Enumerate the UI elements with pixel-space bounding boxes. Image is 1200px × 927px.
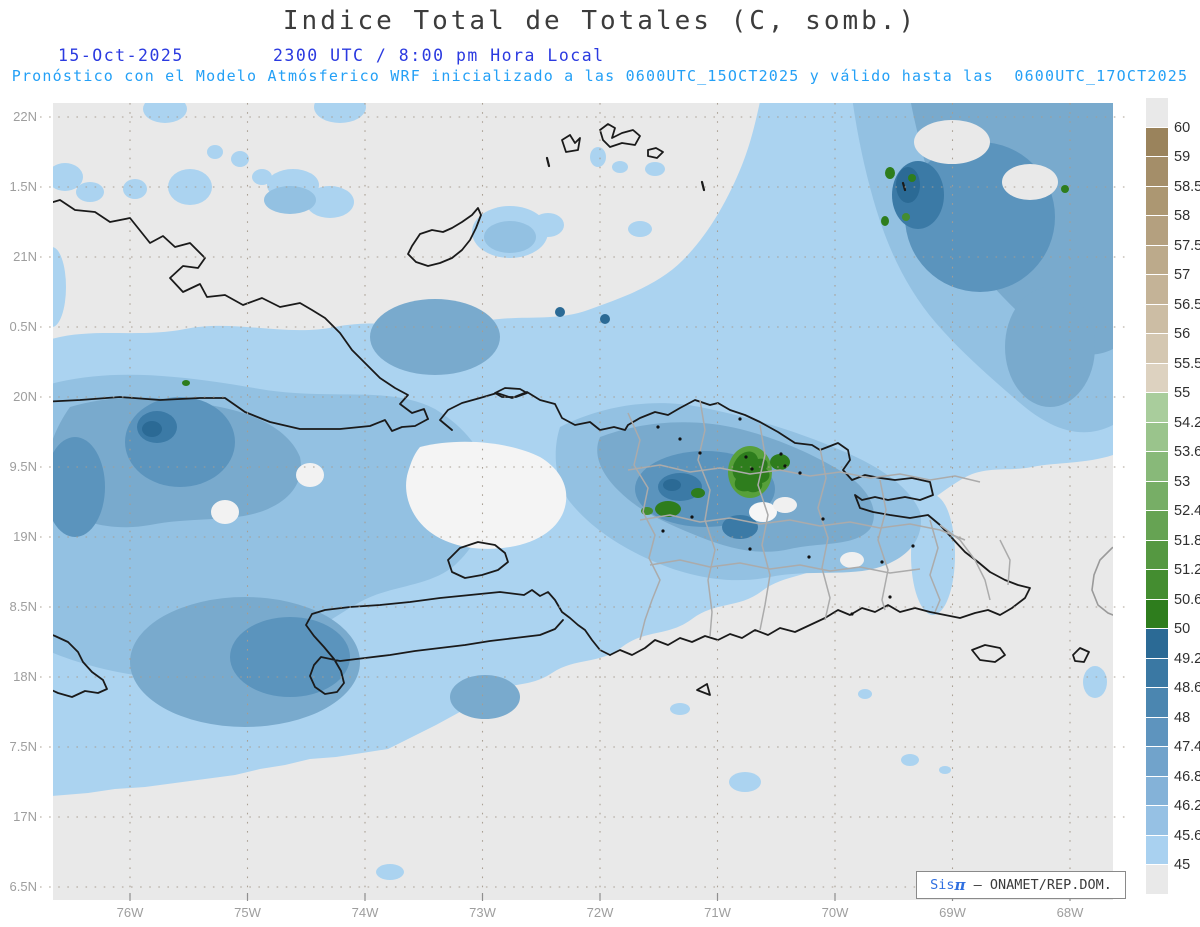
colorbar-segment-3: [1146, 187, 1168, 216]
colorbar-segment-16: [1146, 570, 1168, 599]
colorbar-segment-10: [1146, 393, 1168, 422]
colorbar-label-55.5: 55.5: [1174, 355, 1200, 373]
colorbar-segment-26: [1146, 865, 1168, 894]
colorbar-label-58.5: 58.5: [1174, 178, 1200, 196]
y-axis-label-0.5N: 0.5N: [0, 319, 37, 335]
weather-map-page: Indice Total de Totales (C, somb.) 15-Oc…: [0, 0, 1200, 927]
colorbar-label-56: 56: [1174, 325, 1190, 343]
colorbar-segment-17: [1146, 600, 1168, 629]
colorbar-label-60: 60: [1174, 119, 1190, 137]
colorbar-segment-7: [1146, 305, 1168, 334]
page-title: Indice Total de Totales (C, somb.): [0, 6, 1200, 36]
colorbar-segment-22: [1146, 747, 1168, 776]
colorbar-segment-24: [1146, 806, 1168, 835]
y-axis-label-7.5N: 7.5N: [0, 739, 37, 755]
colorbar-segment-5: [1146, 246, 1168, 275]
colorbar-label-50: 50: [1174, 620, 1190, 638]
colorbar-label-54.2: 54.2: [1174, 414, 1200, 432]
x-axis-label-76W: 76W: [117, 905, 144, 920]
x-axis-label-68W: 68W: [1057, 905, 1084, 920]
colorbar-segment-1: [1146, 128, 1168, 157]
watermark-agency: ONAMET/REP.DOM.: [990, 877, 1112, 893]
x-axis-label-69W: 69W: [939, 905, 966, 920]
colorbar-segment-6: [1146, 275, 1168, 304]
x-axis-label-73W: 73W: [469, 905, 496, 920]
forecast-map: [40, 97, 1125, 902]
colorbar-label-53.6: 53.6: [1174, 443, 1200, 461]
x-axis-label-72W: 72W: [587, 905, 614, 920]
colorbar-label-45: 45: [1174, 856, 1190, 874]
x-axis-label-74W: 74W: [352, 905, 379, 920]
colorbar-label-56.5: 56.5: [1174, 296, 1200, 314]
colorbar-label-58: 58: [1174, 207, 1190, 225]
y-axis-label-1.5N: 1.5N: [0, 179, 37, 195]
x-axis-label-75W: 75W: [234, 905, 261, 920]
valid-time-label: 2300 UTC / 8:00 pm Hora Local: [273, 46, 605, 65]
colorbar-label-57.5: 57.5: [1174, 237, 1200, 255]
colorbar-label-51.2: 51.2: [1174, 561, 1200, 579]
valid-date-label: 15-Oct-2025: [58, 46, 184, 65]
colorbar-label-50.6: 50.6: [1174, 591, 1200, 609]
y-axis-label-21N: 21N: [0, 249, 37, 265]
forecast-model-line: Pronóstico con el Modelo Atmósferico WRF…: [0, 67, 1200, 85]
colorbar-label-46.8: 46.8: [1174, 768, 1200, 786]
colorbar-segment-9: [1146, 364, 1168, 393]
colorbar-segment-25: [1146, 836, 1168, 865]
y-axis-label-9.5N: 9.5N: [0, 459, 37, 475]
colorbar-label-59: 59: [1174, 148, 1190, 166]
colorbar-segment-8: [1146, 334, 1168, 363]
colorbar-label-51.8: 51.8: [1174, 532, 1200, 550]
colorbar-label-52.4: 52.4: [1174, 502, 1200, 520]
y-axis-label-8.5N: 8.5N: [0, 599, 37, 615]
colorbar-label-48: 48: [1174, 709, 1190, 727]
y-axis-label-18N: 18N: [0, 669, 37, 685]
colorbar-segment-19: [1146, 659, 1168, 688]
colorbar-label-47.4: 47.4: [1174, 738, 1200, 756]
colorbar-label-46.2: 46.2: [1174, 797, 1200, 815]
y-axis-label-17N: 17N: [0, 809, 37, 825]
colorbar-segment-0: [1146, 98, 1168, 127]
colorbar-label-48.6: 48.6: [1174, 679, 1200, 697]
y-axis-label-20N: 20N: [0, 389, 37, 405]
colorbar-label-49.2: 49.2: [1174, 650, 1200, 668]
colorbar-segment-20: [1146, 688, 1168, 717]
colorbar-label-45.6: 45.6: [1174, 827, 1200, 845]
colorbar-label-53: 53: [1174, 473, 1190, 491]
pi-logo: π: [955, 876, 966, 894]
colorbar-segment-2: [1146, 157, 1168, 186]
colorbar-segment-23: [1146, 777, 1168, 806]
colorbar-label-55: 55: [1174, 384, 1190, 402]
watermark-brand: Sis: [930, 877, 954, 893]
y-axis-label-6.5N: 6.5N: [0, 879, 37, 895]
colorbar-segment-21: [1146, 718, 1168, 747]
colorbar-segment-13: [1146, 482, 1168, 511]
colorbar-segment-4: [1146, 216, 1168, 245]
watermark-separator: —: [966, 877, 990, 893]
colorbar-segment-14: [1146, 511, 1168, 540]
colorbar-segment-18: [1146, 629, 1168, 658]
x-axis-label-71W: 71W: [704, 905, 731, 920]
y-axis-label-22N: 22N: [0, 109, 37, 125]
colorbar-segment-15: [1146, 541, 1168, 570]
watermark-box: Sisπ — ONAMET/REP.DOM.: [916, 871, 1126, 899]
x-axis-label-70W: 70W: [822, 905, 849, 920]
colorbar-segment-11: [1146, 423, 1168, 452]
colorbar-segment-12: [1146, 452, 1168, 481]
y-axis-label-19N: 19N: [0, 529, 37, 545]
colorbar-label-57: 57: [1174, 266, 1190, 284]
